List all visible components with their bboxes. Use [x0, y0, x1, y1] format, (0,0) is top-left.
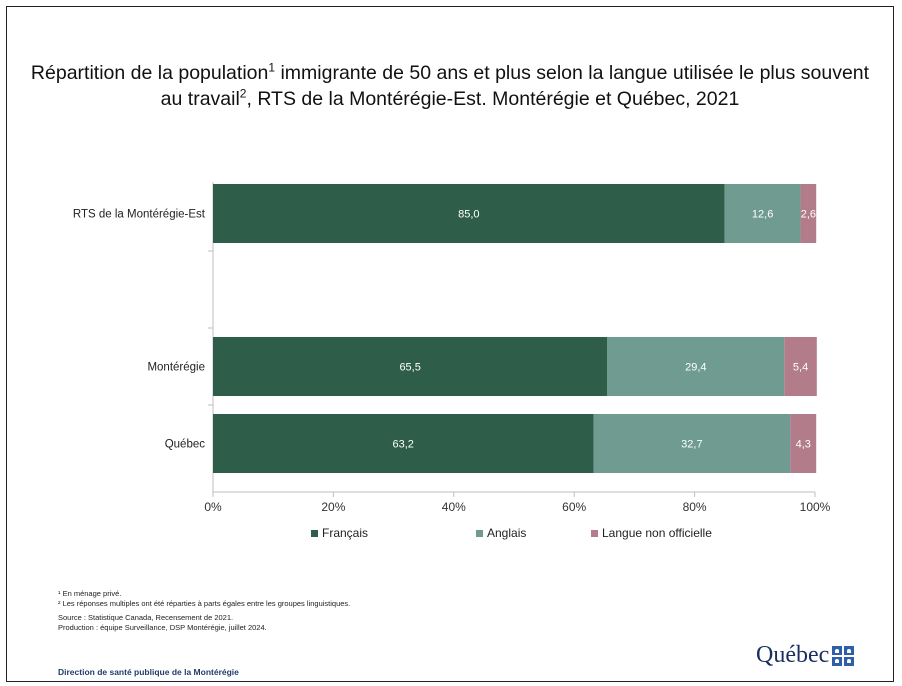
category-label: RTS de la Montérégie-Est [73, 209, 206, 221]
legend-swatch [591, 529, 598, 537]
bar-segment [213, 414, 594, 473]
x-tick-label: 40% [442, 500, 466, 514]
x-tick-label: 100% [800, 500, 831, 514]
legend-label: Français [322, 526, 369, 540]
bar-segment [724, 184, 801, 243]
production-note: Production : équipe Surveillance, DSP Mo… [58, 623, 267, 632]
data-label: 2,6 [801, 209, 816, 221]
bar-segment [800, 184, 817, 243]
legend-item: Langue non officielle [591, 526, 712, 540]
x-tick-label: 20% [321, 500, 345, 514]
bar-segment [593, 414, 791, 473]
footnote-1: ¹ En ménage privé. [58, 589, 122, 598]
x-tick-label: 80% [683, 500, 707, 514]
legend-item: Anglais [476, 526, 526, 540]
x-tick-label: 60% [562, 500, 586, 514]
footer-organization: Direction de santé publique de la Montér… [58, 667, 239, 677]
data-label: 32,7 [681, 439, 702, 451]
category-label: Montérégie [147, 362, 205, 374]
bar-segment [213, 337, 608, 396]
data-label: 12,6 [752, 209, 773, 221]
bar-segment [213, 184, 725, 243]
bar-segment [790, 414, 817, 473]
x-tick-label: 0% [204, 500, 222, 514]
bar-segment [607, 337, 785, 396]
footnotes: ¹ En ménage privé. ² Les réponses multip… [58, 589, 350, 633]
quebec-logo: Québec [756, 642, 855, 669]
footnote-marker-2: 2 [239, 86, 247, 101]
legend-label: Anglais [487, 526, 527, 540]
category-label: Québec [165, 439, 206, 451]
source-note: Source : Statistique Canada, Recensement… [58, 613, 234, 622]
footnote-2: ² Les réponses multiples ont été réparti… [58, 599, 351, 608]
legend-label: Langue non officielle [602, 526, 712, 540]
data-label: 85,0 [458, 209, 479, 221]
bar-segment [784, 337, 817, 396]
logo-wordmark: Québec [756, 642, 830, 668]
legend-swatch [311, 529, 318, 537]
legend-item: Français [311, 526, 368, 540]
data-label: 29,4 [685, 362, 706, 374]
footnote-marker-1: 1 [268, 60, 276, 75]
data-label: 65,5 [399, 362, 420, 374]
quebec-flag-icon [832, 645, 855, 666]
legend-swatch [476, 529, 483, 537]
data-label: 5,4 [793, 362, 808, 374]
chart-title: Répartition de la population1 immigrante… [30, 60, 870, 111]
data-label: 63,2 [393, 439, 414, 451]
data-label: 4,3 [796, 439, 811, 451]
